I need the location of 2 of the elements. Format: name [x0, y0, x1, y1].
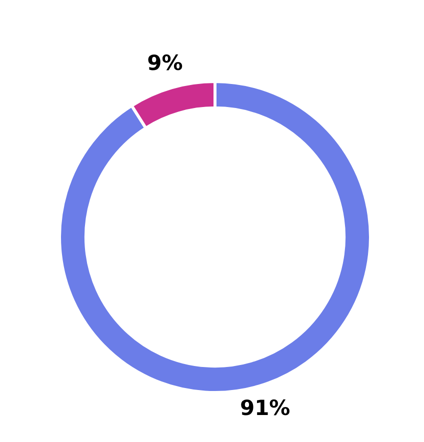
- data-label: 91%: [240, 396, 290, 420]
- data-label: 9%: [147, 51, 183, 76]
